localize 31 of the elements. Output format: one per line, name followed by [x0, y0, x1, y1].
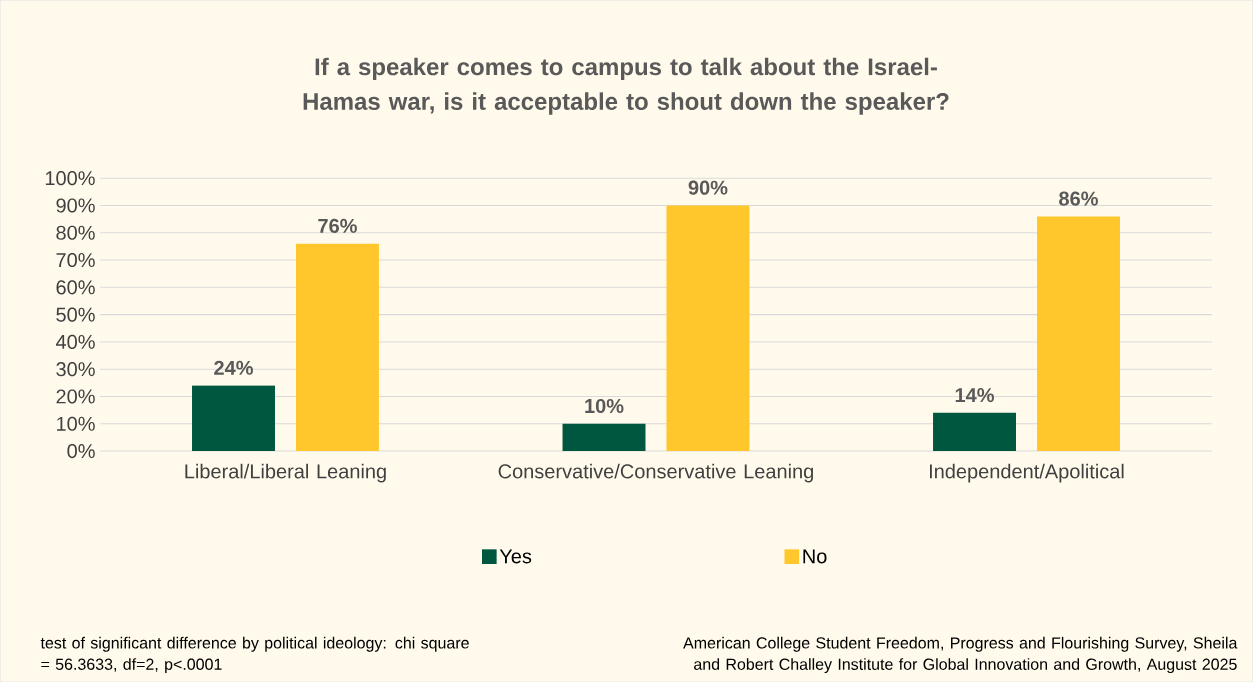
x-tick-label: Conservative/Conservative Leaning — [498, 463, 813, 483]
y-tick-label: 10% — [57, 416, 95, 431]
text: test of significant difference by political ideology: chi square = 56.3633, df=2, p<.0001 — [40, 636, 469, 673]
y-tick-label: 60% — [56, 280, 95, 295]
legend-label: Yes — [499, 549, 532, 564]
y-tick-label: 90% — [56, 198, 95, 213]
y-tick-label: 100% — [45, 171, 95, 186]
data-label: 24% — [214, 360, 253, 375]
data-label: 76% — [318, 218, 357, 233]
y-tick-label: 0% — [67, 443, 95, 459]
data-label: 90% — [688, 180, 728, 195]
y-tick-label: 20% — [56, 389, 95, 404]
data-label: 14% — [955, 387, 994, 403]
y-tick-label: 30% — [56, 362, 95, 377]
bar — [666, 205, 750, 451]
legend-label: No — [803, 549, 827, 564]
x-tick-label: Liberal/Liberal Leaning — [185, 463, 386, 483]
y-tick-label: 80% — [56, 225, 95, 240]
bar — [1036, 216, 1120, 451]
bar — [933, 412, 1016, 451]
bar — [192, 385, 275, 451]
x-tick-label: Independent/Apolitical — [929, 463, 1124, 483]
y-tick-label: 40% — [55, 334, 95, 349]
data-label: 86% — [1059, 191, 1098, 206]
bar — [295, 243, 379, 451]
bar — [562, 423, 646, 451]
y-tick-label: 70% — [56, 252, 95, 268]
text: American College Student Freedom, Progress and Flourishing Survey, Sheila and Robert Challey Institute for Global Innovation and Growth, August 2025 — [683, 636, 1238, 673]
data-label: 10% — [585, 398, 624, 413]
chart-title: If a speaker comes to campus to talk about the Israel-Hamas war, is it acceptable to shout down the speaker? — [303, 57, 949, 115]
y-tick-label: 50% — [56, 307, 95, 322]
